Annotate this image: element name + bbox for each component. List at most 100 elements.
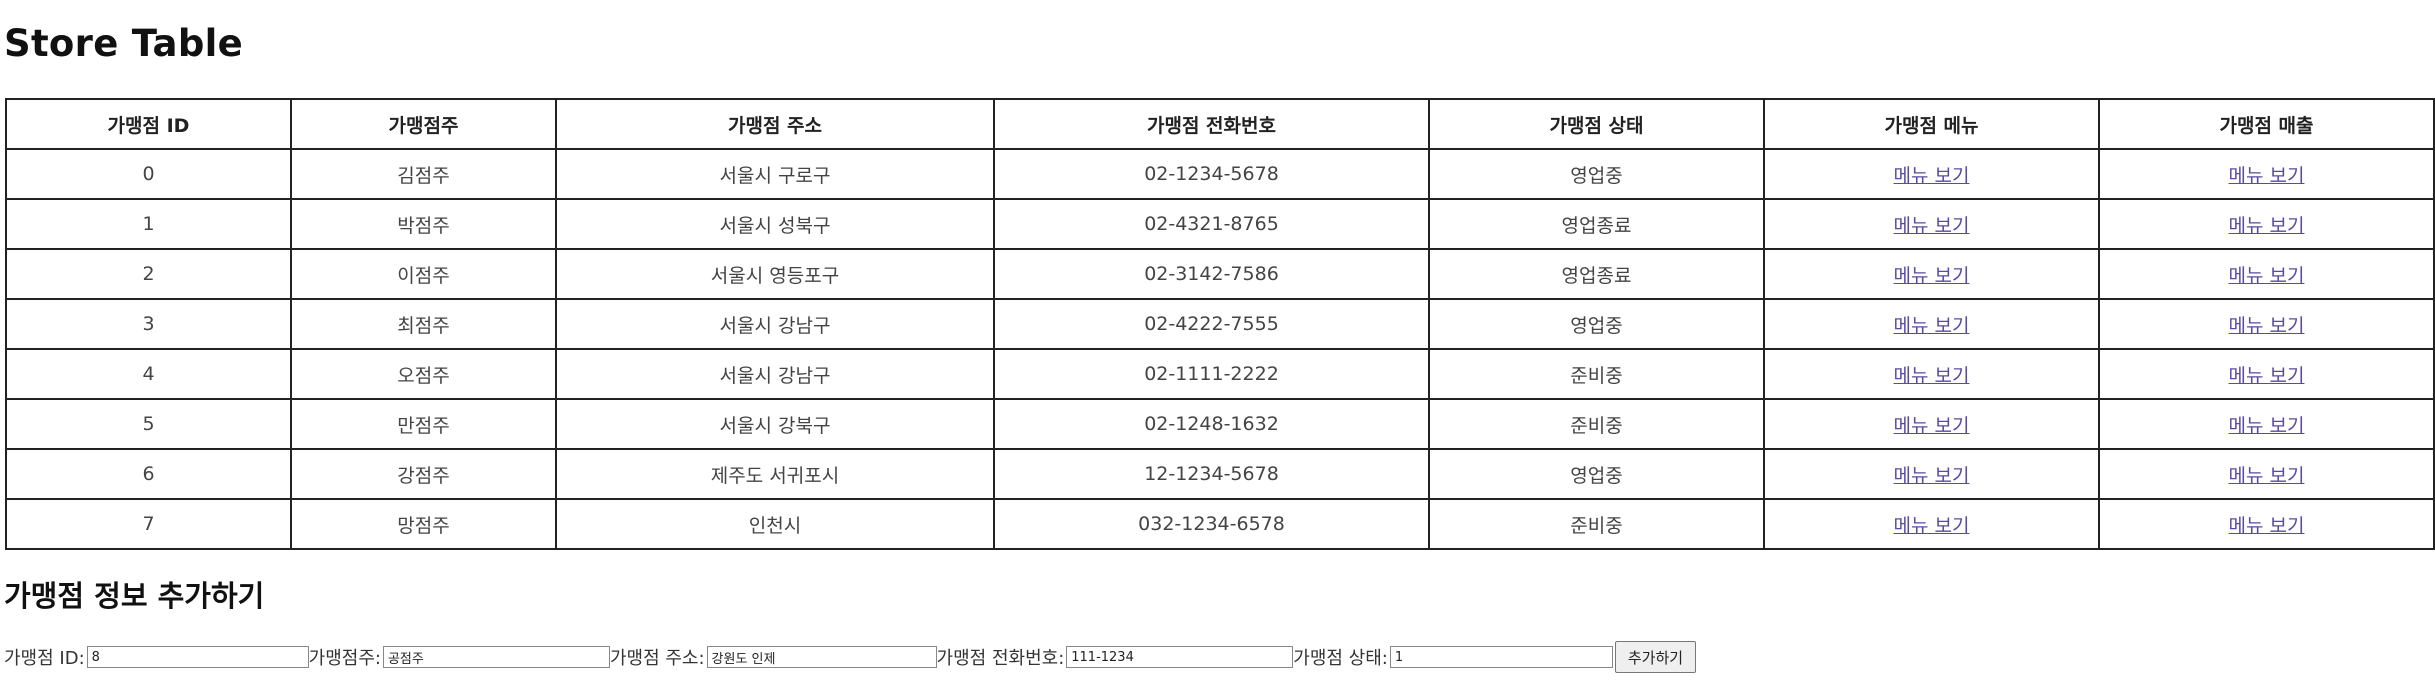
table-row: 5 만점주 서울시 강북구 02-1248-1632 준비중 메뉴 보기 메뉴 … (5, 398, 2435, 450)
header-store-sales: 가맹점 매출 (2098, 98, 2435, 150)
table-row: 2 이점주 서울시 영등포구 02-3142-7586 영업종료 메뉴 보기 메… (5, 248, 2435, 300)
cell-store-phone: 02-1248-1632 (993, 398, 1430, 450)
store-phone-label: 가맹점 전화번호: (936, 648, 1065, 669)
cell-store-address: 서울시 강남구 (555, 348, 995, 400)
menu-link[interactable]: 메뉴 보기 (1893, 214, 1970, 237)
cell-store-address: 서울시 강북구 (555, 398, 995, 450)
cell-store-address: 제주도 서귀포시 (555, 448, 995, 500)
store-phone-input[interactable] (1066, 646, 1294, 668)
cell-store-address: 서울시 구로구 (555, 148, 995, 200)
cell-store-sales: 메뉴 보기 (2098, 348, 2435, 400)
menu-link[interactable]: 메뉴 보기 (1893, 264, 1970, 287)
cell-store-id: 2 (5, 248, 292, 300)
table-body: 0 김점주 서울시 구로구 02-1234-5678 영업중 메뉴 보기 메뉴 … (5, 148, 2435, 550)
cell-store-sales: 메뉴 보기 (2098, 198, 2435, 250)
cell-store-menu: 메뉴 보기 (1763, 248, 2100, 300)
table-row: 0 김점주 서울시 구로구 02-1234-5678 영업중 메뉴 보기 메뉴 … (5, 148, 2435, 200)
cell-store-menu: 메뉴 보기 (1763, 348, 2100, 400)
page-title: Store Table (4, 22, 243, 65)
cell-store-address: 인천시 (555, 498, 995, 550)
header-store-owner: 가맹점주 (290, 98, 557, 150)
menu-link[interactable]: 메뉴 보기 (1893, 414, 1970, 437)
sales-link[interactable]: 메뉴 보기 (2228, 164, 2305, 187)
cell-store-menu: 메뉴 보기 (1763, 148, 2100, 200)
add-store-form: 가맹점 ID: 가맹점주: 가맹점 주소: 가맹점 전화번호: 가맹점 상태: … (4, 640, 1697, 674)
sales-link[interactable]: 메뉴 보기 (2228, 364, 2305, 387)
cell-store-sales: 메뉴 보기 (2098, 248, 2435, 300)
cell-store-menu: 메뉴 보기 (1763, 398, 2100, 450)
table-row: 3 최점주 서울시 강남구 02-4222-7555 영업중 메뉴 보기 메뉴 … (5, 298, 2435, 350)
cell-store-phone: 02-1234-5678 (993, 148, 1430, 200)
cell-store-status: 영업종료 (1428, 198, 1765, 250)
cell-store-menu: 메뉴 보기 (1763, 198, 2100, 250)
header-store-phone: 가맹점 전화번호 (993, 98, 1430, 150)
add-store-heading: 가맹점 정보 추가하기 (4, 579, 265, 613)
sales-link[interactable]: 메뉴 보기 (2228, 214, 2305, 237)
header-store-id: 가맹점 ID (5, 98, 292, 150)
menu-link[interactable]: 메뉴 보기 (1893, 314, 1970, 337)
table-row: 6 강점주 제주도 서귀포시 12-1234-5678 영업중 메뉴 보기 메뉴… (5, 448, 2435, 500)
cell-store-id: 1 (5, 198, 292, 250)
cell-store-phone: 02-3142-7586 (993, 248, 1430, 300)
cell-store-menu: 메뉴 보기 (1763, 448, 2100, 500)
cell-store-owner: 최점주 (290, 298, 557, 350)
cell-store-status: 영업중 (1428, 148, 1765, 200)
store-status-input[interactable] (1389, 646, 1613, 668)
cell-store-owner: 오점주 (290, 348, 557, 400)
store-owner-label: 가맹점주: (308, 648, 381, 669)
cell-store-owner: 김점주 (290, 148, 557, 200)
header-store-address: 가맹점 주소 (555, 98, 995, 150)
cell-store-phone: 032-1234-6578 (993, 498, 1430, 550)
cell-store-sales: 메뉴 보기 (2098, 298, 2435, 350)
sales-link[interactable]: 메뉴 보기 (2228, 264, 2305, 287)
cell-store-status: 영업종료 (1428, 248, 1765, 300)
table-row: 4 오점주 서울시 강남구 02-1111-2222 준비중 메뉴 보기 메뉴 … (5, 348, 2435, 400)
sales-link[interactable]: 메뉴 보기 (2228, 414, 2305, 437)
cell-store-id: 0 (5, 148, 292, 200)
cell-store-owner: 이점주 (290, 248, 557, 300)
add-store-button[interactable]: 추가하기 (1614, 641, 1697, 673)
cell-store-status: 영업중 (1428, 298, 1765, 350)
cell-store-phone: 02-4321-8765 (993, 198, 1430, 250)
store-id-input[interactable] (86, 646, 309, 668)
table-row: 7 망점주 인천시 032-1234-6578 준비중 메뉴 보기 메뉴 보기 (5, 498, 2435, 550)
menu-link[interactable]: 메뉴 보기 (1893, 464, 1970, 487)
cell-store-status: 준비중 (1428, 348, 1765, 400)
store-owner-input[interactable] (382, 646, 610, 668)
menu-link[interactable]: 메뉴 보기 (1893, 514, 1970, 537)
cell-store-status: 영업중 (1428, 448, 1765, 500)
store-id-label: 가맹점 ID: (4, 648, 85, 669)
cell-store-status: 준비중 (1428, 398, 1765, 450)
table-header-row: 가맹점 ID 가맹점주 가맹점 주소 가맹점 전화번호 가맹점 상태 가맹점 메… (5, 98, 2435, 150)
cell-store-id: 6 (5, 448, 292, 500)
cell-store-phone: 02-1111-2222 (993, 348, 1430, 400)
cell-store-address: 서울시 영등포구 (555, 248, 995, 300)
sales-link[interactable]: 메뉴 보기 (2228, 314, 2305, 337)
cell-store-sales: 메뉴 보기 (2098, 148, 2435, 200)
menu-link[interactable]: 메뉴 보기 (1893, 164, 1970, 187)
store-address-label: 가맹점 주소: (609, 648, 705, 669)
cell-store-sales: 메뉴 보기 (2098, 448, 2435, 500)
cell-store-menu: 메뉴 보기 (1763, 298, 2100, 350)
store-address-input[interactable] (706, 646, 937, 668)
cell-store-phone: 02-4222-7555 (993, 298, 1430, 350)
header-store-status: 가맹점 상태 (1428, 98, 1765, 150)
menu-link[interactable]: 메뉴 보기 (1893, 364, 1970, 387)
cell-store-id: 3 (5, 298, 292, 350)
cell-store-owner: 망점주 (290, 498, 557, 550)
store-status-label: 가맹점 상태: (1293, 648, 1388, 669)
header-store-menu: 가맹점 메뉴 (1763, 98, 2100, 150)
cell-store-address: 서울시 강남구 (555, 298, 995, 350)
cell-store-id: 4 (5, 348, 292, 400)
cell-store-owner: 만점주 (290, 398, 557, 450)
cell-store-sales: 메뉴 보기 (2098, 398, 2435, 450)
sales-link[interactable]: 메뉴 보기 (2228, 514, 2305, 537)
cell-store-status: 준비중 (1428, 498, 1765, 550)
sales-link[interactable]: 메뉴 보기 (2228, 464, 2305, 487)
cell-store-address: 서울시 성북구 (555, 198, 995, 250)
cell-store-id: 7 (5, 498, 292, 550)
cell-store-sales: 메뉴 보기 (2098, 498, 2435, 550)
cell-store-owner: 박점주 (290, 198, 557, 250)
table-row: 1 박점주 서울시 성북구 02-4321-8765 영업종료 메뉴 보기 메뉴… (5, 198, 2435, 250)
